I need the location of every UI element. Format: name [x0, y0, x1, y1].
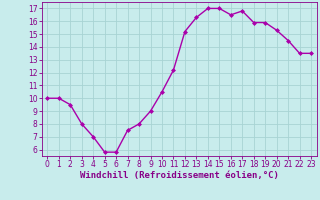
X-axis label: Windchill (Refroidissement éolien,°C): Windchill (Refroidissement éolien,°C): [80, 171, 279, 180]
